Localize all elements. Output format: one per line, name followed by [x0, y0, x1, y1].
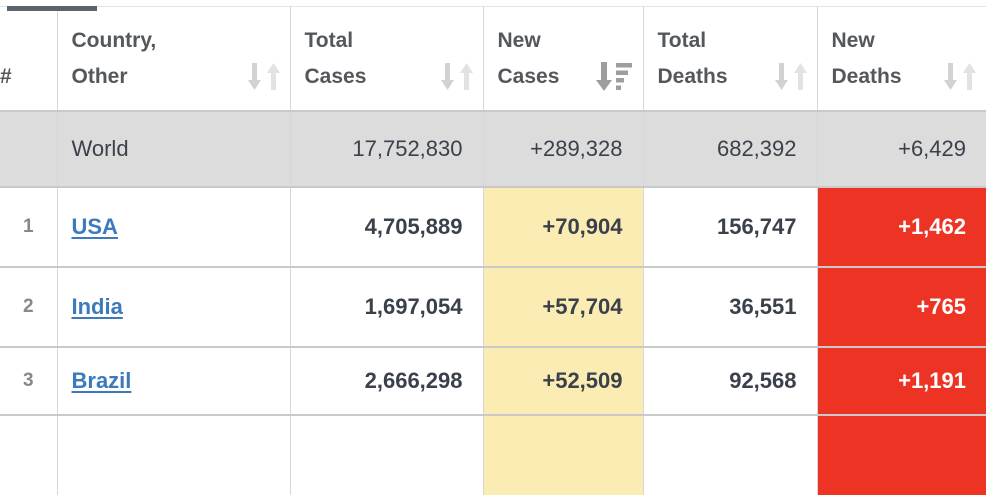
sort-up-down-icon[interactable] [247, 63, 280, 90]
country-row-india: 2 India 1,697,054 +57,704 36,551 +765 [0, 266, 986, 347]
country-row-brazil: 3 Brazil 2,666,298 +52,509 92,568 +1,191 [0, 346, 986, 415]
country-cell-world: World [56, 110, 290, 187]
total-cases-cell: 2,666,298 [289, 346, 483, 415]
new-cases-cell: +52,509 [482, 346, 643, 415]
new-deaths-cell: +1,462 [816, 186, 986, 267]
covid-stats-table: # Country, Other Total Cases [0, 6, 986, 495]
new-deaths-cell: +1,191 [816, 346, 986, 415]
header-rank-label: # [0, 64, 12, 88]
total-deaths-cell: 36,551 [642, 266, 817, 347]
total-cases-cell: 1,697,054 [289, 266, 483, 347]
sort-up-down-icon[interactable] [774, 63, 807, 90]
country-link-usa[interactable]: USA [71, 213, 118, 239]
header-total-deaths-line2: Deaths [657, 64, 728, 88]
country-cell: India [56, 266, 290, 347]
header-total-deaths[interactable]: Total Deaths [642, 6, 817, 111]
total-deaths-cell: 156,747 [642, 186, 817, 267]
total-cases-cell [289, 414, 483, 495]
total-deaths-cell: 92,568 [642, 346, 817, 415]
header-new-deaths[interactable]: New Deaths [816, 6, 986, 111]
rank-cell: 2 [22, 295, 34, 317]
new-cases-cell: +289,328 [482, 110, 643, 187]
header-new-deaths-line1: New [831, 28, 875, 52]
rank-cell [0, 111, 57, 187]
header-total-cases-line1: Total [304, 28, 354, 52]
country-link-india[interactable]: India [71, 293, 123, 319]
top-tab-remnant [7, 6, 97, 11]
header-new-deaths-line2: Deaths [831, 64, 902, 88]
new-cases-cell [482, 414, 643, 495]
rank-cell: 3 [22, 369, 34, 391]
header-rank[interactable]: # [0, 6, 57, 111]
header-total-cases-line2: Cases [304, 64, 367, 88]
sort-up-down-icon[interactable] [944, 63, 976, 90]
header-country-line1: Country, [71, 28, 157, 52]
header-new-cases-line2: Cases [497, 64, 560, 88]
header-new-cases[interactable]: New Cases [482, 6, 643, 111]
world-total-row: World 17,752,830 +289,328 682,392 +6,429 [0, 110, 986, 187]
header-country-other[interactable]: Country, Other [56, 6, 290, 111]
total-deaths-cell [642, 414, 817, 495]
sort-up-down-icon[interactable] [440, 63, 473, 90]
new-deaths-cell [816, 414, 986, 495]
country-row-partial [0, 414, 986, 495]
country-link-brazil[interactable]: Brazil [71, 367, 132, 393]
header-country-line2: Other [71, 64, 128, 88]
country-cell: Brazil [56, 346, 290, 415]
rank-cell: 1 [22, 215, 34, 237]
new-deaths-cell: +765 [816, 266, 986, 347]
header-total-deaths-line1: Total [657, 28, 707, 52]
new-cases-cell: +70,904 [482, 186, 643, 267]
country-row-usa: 1 USA 4,705,889 +70,904 156,747 +1,462 [0, 186, 986, 267]
header-row: # Country, Other Total Cases [0, 6, 986, 111]
new-deaths-cell: +6,429 [816, 110, 986, 187]
header-new-cases-line1: New [497, 28, 541, 52]
total-deaths-cell: 682,392 [642, 110, 817, 187]
total-cases-cell: 4,705,889 [289, 186, 483, 267]
header-total-cases[interactable]: Total Cases [289, 6, 483, 111]
total-cases-cell: 17,752,830 [289, 110, 483, 187]
new-cases-cell: +57,704 [482, 266, 643, 347]
country-cell: USA [56, 186, 290, 267]
rank-cell [0, 415, 57, 495]
sort-amount-desc-icon[interactable] [595, 62, 633, 91]
country-cell [56, 414, 290, 495]
